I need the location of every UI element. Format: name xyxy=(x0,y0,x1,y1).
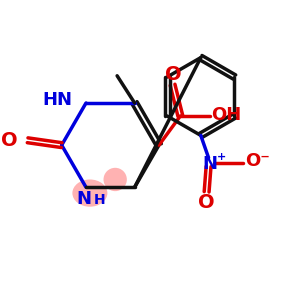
Text: N: N xyxy=(76,190,92,208)
Text: +: + xyxy=(217,152,226,162)
Text: N: N xyxy=(202,154,217,172)
Text: O: O xyxy=(1,131,18,150)
Text: O: O xyxy=(198,193,215,212)
Text: O⁻: O⁻ xyxy=(245,152,270,170)
Ellipse shape xyxy=(72,179,107,207)
Text: OH: OH xyxy=(211,106,241,124)
Text: O: O xyxy=(165,64,182,84)
Text: HN: HN xyxy=(42,91,72,109)
Text: H: H xyxy=(94,193,105,207)
Ellipse shape xyxy=(103,168,127,191)
